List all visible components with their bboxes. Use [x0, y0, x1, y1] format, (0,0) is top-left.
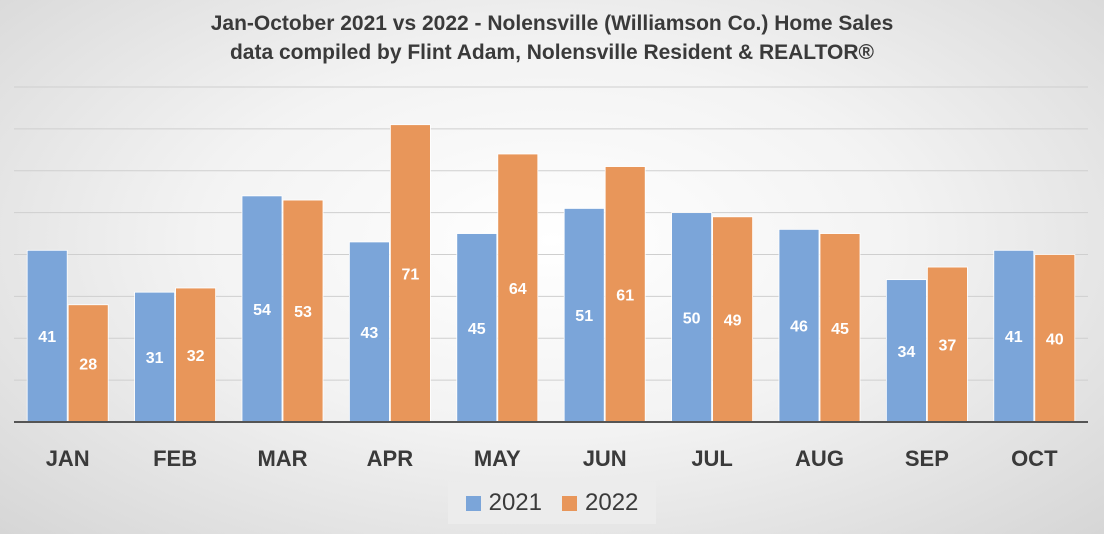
bar-2021-sep — [886, 279, 927, 423]
bar-2022-jan — [67, 304, 109, 423]
x-tick-label-apr: APR — [367, 446, 414, 471]
data-label-2021-feb: 31 — [146, 350, 164, 367]
data-label-2022-feb: 32 — [187, 348, 205, 365]
bar-2021-aug — [778, 228, 820, 423]
legend-swatch-2022 — [562, 495, 577, 511]
x-tick-label-jan: JAN — [46, 446, 90, 471]
legend: 2021 2022 — [448, 482, 656, 524]
legend-item-2022: 2022 — [562, 489, 638, 517]
data-label-2022-jun: 61 — [616, 287, 634, 304]
bar-2021-may — [456, 233, 498, 423]
bar-2022-apr — [389, 124, 431, 423]
data-label-2021-mar: 54 — [253, 302, 271, 319]
x-tick-label-mar: MAR — [257, 446, 307, 471]
data-label-2022-sep: 37 — [939, 338, 957, 355]
bar-2022-oct — [1034, 254, 1076, 423]
bar-2021-apr — [348, 241, 390, 423]
bar-2022-aug — [819, 233, 861, 423]
bar-2022-jun — [604, 166, 646, 423]
bar-2021-jun — [563, 208, 605, 423]
bar-2022-feb — [175, 287, 217, 423]
data-label-2022-jan: 28 — [79, 356, 97, 373]
data-label-2021-apr: 43 — [361, 325, 379, 342]
data-label-2021-oct: 41 — [1005, 329, 1023, 346]
data-label-2022-apr: 71 — [402, 266, 420, 283]
data-label-2021-jul: 50 — [683, 310, 701, 327]
bar-2021-jul — [671, 212, 712, 423]
x-tick-label-oct: OCT — [1011, 446, 1058, 471]
x-tick-label-jun: JUN — [583, 446, 627, 471]
data-label-2022-mar: 53 — [294, 304, 312, 321]
bar-2022-sep — [927, 266, 968, 423]
chart-subtitle: data compiled by Flint Adam, Nolensville… — [229, 41, 875, 64]
bar-2022-mar — [282, 199, 324, 423]
data-label-2022-oct: 40 — [1046, 331, 1064, 348]
legend-label-2022: 2022 — [585, 489, 639, 516]
bar-2021-oct — [993, 249, 1035, 423]
data-label-2021-aug: 46 — [790, 319, 808, 336]
data-label-2022-jul: 49 — [724, 312, 742, 329]
legend-label-2021: 2021 — [488, 489, 542, 516]
bar-2021-mar — [241, 195, 283, 423]
data-label-2022-aug: 45 — [831, 321, 849, 338]
legend-item-2021: 2021 — [465, 489, 542, 517]
x-tick-label-jul: JUL — [691, 446, 733, 471]
x-tick-label-may: MAY — [474, 446, 521, 471]
bar-2021-jan — [26, 249, 68, 423]
legend-swatch-2021 — [465, 495, 481, 511]
data-label-2022-may: 64 — [509, 281, 527, 298]
x-tick-label-sep: SEP — [905, 446, 949, 471]
bar-2021-feb — [134, 291, 176, 423]
data-label-2021-jun: 51 — [575, 308, 593, 325]
x-tick-label-aug: AUG — [795, 446, 844, 471]
chart-title: Jan-October 2021 vs 2022 - Nolensville (… — [210, 12, 894, 35]
bar-2022-may — [497, 153, 539, 423]
data-label-2021-jan: 41 — [38, 329, 56, 346]
bar-2022-jul — [712, 216, 753, 423]
data-label-2021-may: 45 — [468, 321, 486, 338]
data-label-2021-sep: 34 — [898, 344, 916, 361]
x-tick-label-feb: FEB — [153, 446, 197, 471]
